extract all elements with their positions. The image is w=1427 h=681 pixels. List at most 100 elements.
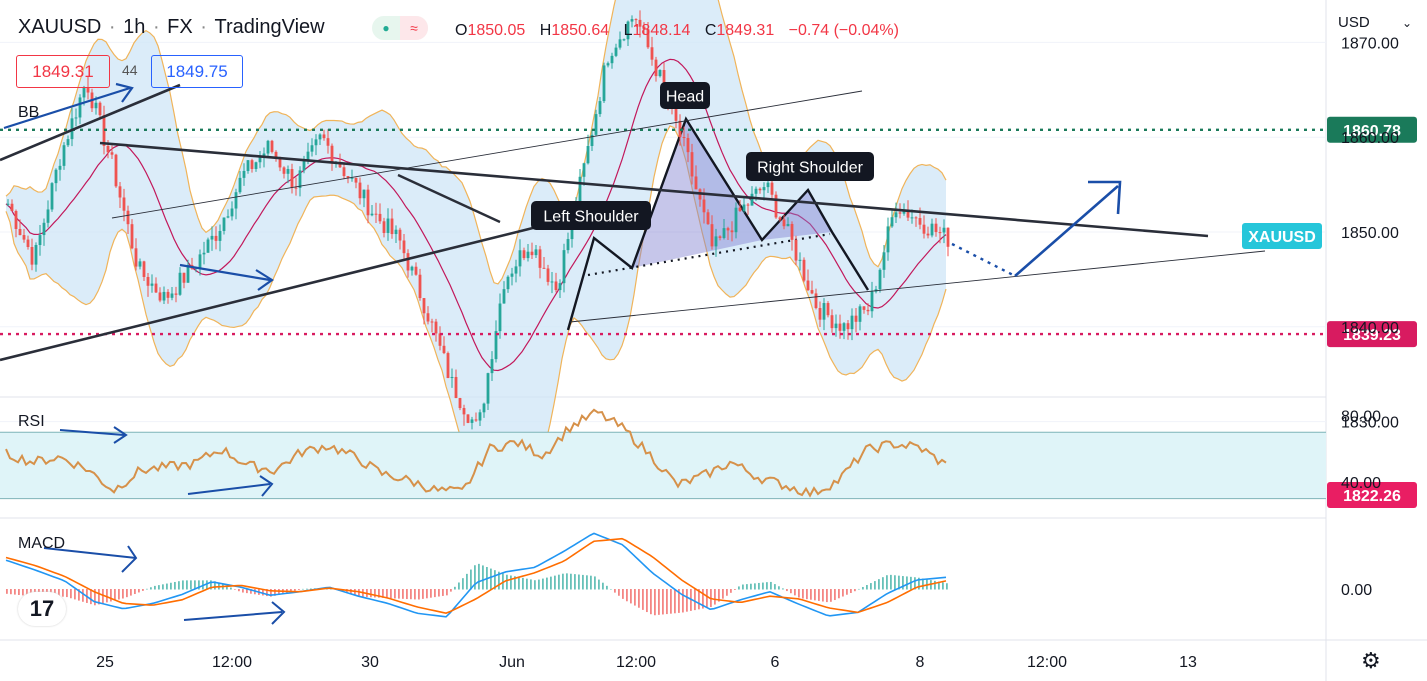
symbol-header[interactable]: XAUUSD · 1h · FX · TradingView [18, 16, 325, 38]
macd-histogram-bar [14, 589, 16, 595]
candle-body [106, 145, 110, 153]
macd-histogram-bar [290, 589, 292, 592]
rsi-arrow [59, 429, 125, 436]
macd-histogram-bar [606, 585, 608, 590]
macd-histogram-bar [130, 589, 132, 596]
signal-line [5, 537, 947, 614]
candle-body [722, 228, 726, 238]
candle-body [602, 65, 606, 102]
candle-body [278, 157, 282, 168]
candle-body [662, 70, 666, 87]
macd-histogram-bar [526, 578, 528, 590]
macd-histogram-bar [818, 589, 820, 601]
macd-histogram-bar [118, 589, 120, 600]
candle-body [426, 313, 430, 322]
candle-body [494, 331, 498, 360]
macd-histogram-bar [798, 589, 800, 598]
candle-body [834, 323, 838, 329]
candle-body [542, 267, 546, 269]
symbol-name[interactable]: XAUUSD [18, 16, 102, 38]
macd-histogram-bar [878, 579, 880, 590]
macd-histogram-bar [518, 577, 520, 590]
exchange: FX [167, 16, 193, 38]
macd-histogram-bar [750, 583, 752, 590]
market-status-pill[interactable]: ● ≈ [372, 16, 428, 40]
projection-dotted [951, 242, 1016, 278]
macd-histogram-bar [874, 581, 876, 590]
macd-histogram-bar [10, 589, 12, 595]
candle-body [502, 289, 506, 304]
macd-histogram-bar [210, 580, 212, 590]
projection-arrow-head [1088, 180, 1122, 215]
candle-body [870, 291, 874, 312]
macd-histogram-bar [114, 589, 116, 601]
macd-histogram-bar [230, 587, 232, 590]
candle-body [462, 408, 466, 415]
candle-body [38, 235, 42, 245]
macd-histogram-bar [682, 589, 684, 613]
macd-histogram-bar [822, 589, 824, 602]
macd-histogram-bar [722, 589, 724, 599]
candle-body [386, 218, 390, 233]
buy-price-button[interactable]: 1849.75 [151, 55, 243, 88]
chevron-down-icon[interactable]: ⌄ [1402, 16, 1413, 30]
price-axis[interactable]: 1830.001840.001860.001870.001890.001850.… [1242, 0, 1399, 599]
macd-histogram-bar [810, 589, 812, 600]
macd-histogram-bar [890, 574, 892, 590]
candle-body [566, 239, 570, 251]
time-tick-label: 12:00 [212, 654, 252, 671]
annotation-label: Left Shoulder [543, 209, 639, 226]
candle-body [906, 209, 910, 218]
candle-body [46, 209, 50, 223]
sell-price-button[interactable]: 1849.31 [16, 55, 110, 88]
currency-selector[interactable]: USD [1338, 14, 1370, 31]
gear-icon[interactable]: ⚙ [1361, 648, 1381, 673]
interval[interactable]: 1h [123, 16, 146, 38]
candle-body [10, 203, 14, 212]
tradingview-logo-icon[interactable]: 17 [18, 592, 66, 626]
trend-lines[interactable] [0, 82, 1266, 362]
candle-body [258, 156, 262, 163]
candle-body [346, 176, 350, 179]
macd-histogram-bar [6, 589, 8, 594]
candle-body [514, 266, 518, 274]
macd-histogram-bar [110, 589, 112, 602]
divergence-arrow-head [255, 269, 274, 291]
macd-histogram-bar [158, 585, 160, 590]
candle-body [274, 151, 278, 158]
candle-body [510, 273, 514, 277]
candle-body [342, 167, 346, 177]
rsi-indicator-label[interactable]: RSI [18, 413, 45, 430]
macd-histogram-bar [574, 574, 576, 590]
macd-histogram-bar [358, 589, 360, 597]
bb-indicator-label[interactable]: BB [18, 104, 40, 121]
candle-body [230, 208, 234, 217]
candle-body [238, 177, 242, 193]
macd-histogram-bar [26, 589, 28, 596]
macd-histogram-bar [886, 575, 888, 590]
macd-histogram-bar [94, 589, 96, 606]
macd-indicator-label[interactable]: MACD [18, 535, 66, 552]
candle-body [858, 306, 862, 322]
candle-body [758, 188, 762, 191]
candle-body [938, 232, 942, 234]
macd-histogram-bar [206, 580, 208, 590]
macd-histogram-bar [914, 577, 916, 590]
macd-histogram-bar [534, 580, 536, 590]
macd-histogram-bar [490, 568, 492, 590]
symbol-tag [1242, 223, 1322, 249]
candle-body [534, 249, 538, 256]
candle-body [562, 250, 566, 284]
candle-body [790, 223, 794, 240]
candle-body [634, 19, 638, 21]
macd-histogram-bar [382, 589, 384, 598]
macd-histogram-bar [62, 589, 64, 597]
macd-histogram-bar [842, 589, 844, 597]
macd-histogram-bar [718, 589, 720, 602]
time-axis[interactable]: 25 12:00 30 Jun 12:00 6 8 12:00 13 [96, 654, 1197, 671]
time-tick-label: Jun [499, 654, 525, 671]
candle-body [718, 236, 722, 238]
open-value: 1850.05 [467, 22, 526, 39]
